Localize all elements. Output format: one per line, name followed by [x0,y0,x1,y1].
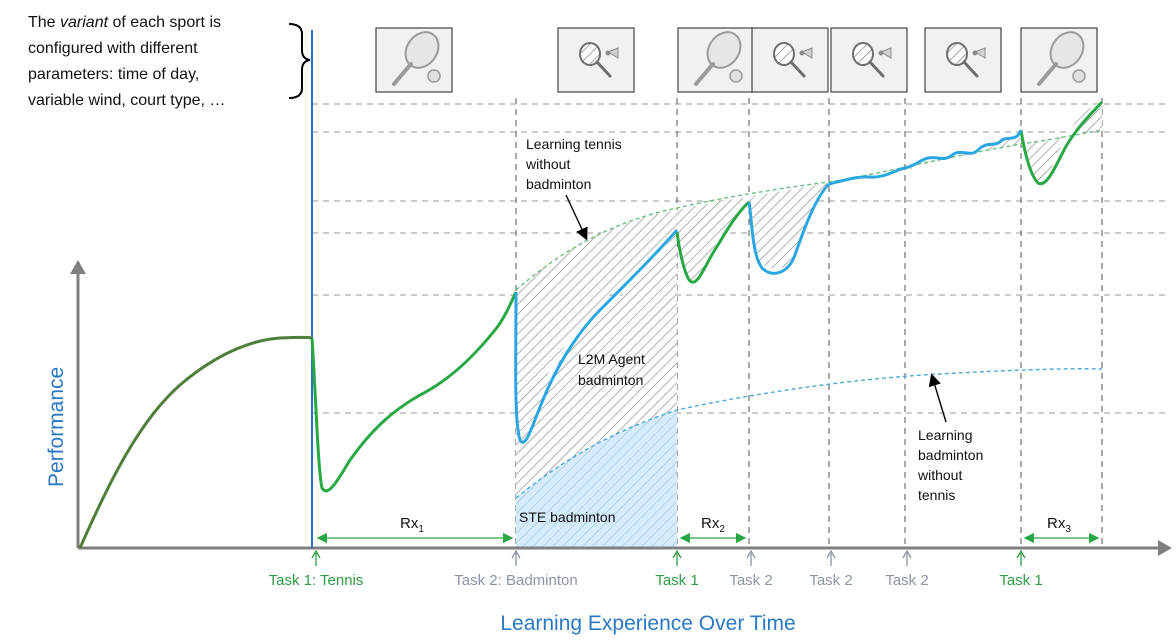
badminton-racket-icon [751,27,829,93]
task-label-6: Task 2 [885,572,928,589]
curve-l2m-tennis [310,291,518,493]
task-marker-5: Task 2 [809,549,853,589]
label-ste-badminton: STE badminton [519,509,616,525]
badminton-racket-icon [830,27,908,93]
task-marker-2: Task 2: Badminton [454,549,578,589]
rx-span-3: Rx3 [1023,515,1100,544]
ste-badminton-region [516,410,677,548]
task-label-4: Task 2 [729,572,772,589]
task-label-7: Task 1 [999,572,1042,589]
svg-text:Rx2: Rx2 [701,515,725,535]
curve-tennis-without-badminton [515,129,1103,291]
rx-span-1: Rx1 [316,515,514,544]
task-marker-3: Task 1 [655,549,699,589]
curve-badminton-without-tennis [515,368,1103,499]
curve-l2m-badminton-task4 [747,182,831,275]
label-badminton-without-tennis: Learning badminton without tennis [917,427,987,503]
gap-region-badminton-lower [516,232,677,498]
badminton-racket-icon [924,27,1002,93]
badminton-racket-icon [557,27,635,93]
task-label-3: Task 1 [655,572,698,589]
curve-l2m-badminton [514,229,679,444]
svg-text:Rx3: Rx3 [1047,515,1071,535]
gap-region-task3 [677,197,749,281]
curve-l2m-badminton-task56 [828,129,1023,186]
task-labels: Task 1: Tennis Task 2: Badminton Task 1 Tas… [269,549,1043,589]
task-marker-7: Task 1 [999,549,1043,589]
arrow-badminton-without-tennis [928,373,947,423]
curve-initial-learning [78,335,313,549]
sport-icons [375,27,1098,93]
label-l2m-agent: L2M Agent badminton [578,351,649,388]
task-marker-1: Task 1: Tennis [269,549,364,589]
task-label-1: Task 1: Tennis [269,572,364,589]
note-text: The variant of each sport is configured … [28,14,225,109]
tennis-racket-icon [375,27,453,93]
task-label-2: Task 2: Badminton [454,572,577,589]
task-marker-4: Task 2 [729,549,773,589]
rx-span-2: Rx2 [679,515,747,544]
task-marker-6: Task 2 [885,549,929,589]
axes [70,260,1172,556]
x-axis-label: Learning Experience Over Time [500,612,795,635]
gap-region-task4 [749,183,829,269]
tennis-racket-icon [1020,27,1098,93]
y-axis-label: Performance [45,367,68,487]
task-label-5: Task 2 [809,572,852,589]
note-brace [288,23,311,99]
curve-l2m-tennis-task3 [675,200,751,284]
arrow-tennis-without-badminton [565,194,588,241]
label-tennis-without-badminton: Learning tennis without badminton [525,136,626,192]
tennis-racket-icon [677,27,755,93]
svg-text:Rx1: Rx1 [400,515,424,535]
gap-region-badminton [516,210,677,445]
curve-l2m-tennis-task7 [1019,100,1104,186]
